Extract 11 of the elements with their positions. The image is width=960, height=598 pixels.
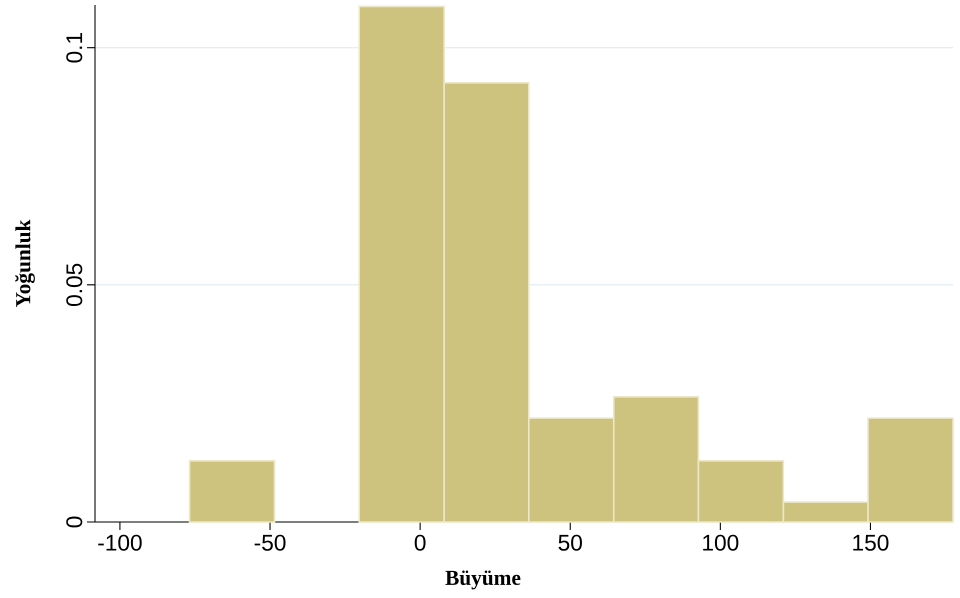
y-tick-label: 0.05	[66, 264, 82, 306]
x-tick-label: 100	[703, 534, 738, 551]
y-tick-label: 0.1	[66, 33, 82, 63]
x-tick-label: 0	[414, 534, 426, 551]
x-axis-title: Büyüme	[445, 570, 520, 590]
y-axis-title: Yoğunluk	[15, 220, 35, 307]
x-tick-label: -50	[254, 534, 286, 551]
y-tick-label: 0	[66, 516, 82, 528]
x-tick-label: -100	[98, 534, 142, 551]
x-tick-label: 150	[853, 534, 888, 551]
x-tick-label: 50	[558, 534, 582, 551]
